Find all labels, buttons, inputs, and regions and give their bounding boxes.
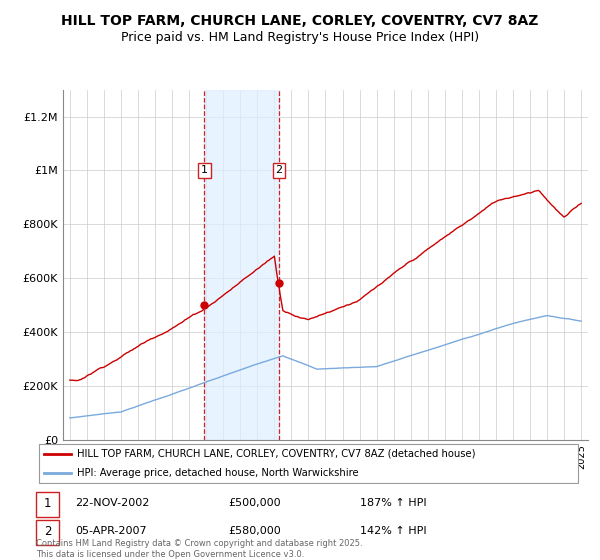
Bar <box>205 90 279 440</box>
Text: HILL TOP FARM, CHURCH LANE, CORLEY, COVENTRY, CV7 8AZ: HILL TOP FARM, CHURCH LANE, CORLEY, COVE… <box>61 14 539 28</box>
Text: £580,000: £580,000 <box>228 526 281 536</box>
Text: 1: 1 <box>201 165 208 175</box>
Text: Contains HM Land Registry data © Crown copyright and database right 2025.
This d: Contains HM Land Registry data © Crown c… <box>36 539 362 559</box>
Text: 187% ↑ HPI: 187% ↑ HPI <box>360 498 427 508</box>
Text: HPI: Average price, detached house, North Warwickshire: HPI: Average price, detached house, Nort… <box>77 468 359 478</box>
FancyBboxPatch shape <box>39 444 578 483</box>
Text: 2: 2 <box>275 165 283 175</box>
Text: 142% ↑ HPI: 142% ↑ HPI <box>360 526 427 536</box>
Text: Price paid vs. HM Land Registry's House Price Index (HPI): Price paid vs. HM Land Registry's House … <box>121 31 479 44</box>
Text: 22-NOV-2002: 22-NOV-2002 <box>75 498 149 508</box>
Text: 2: 2 <box>44 525 51 538</box>
Text: HILL TOP FARM, CHURCH LANE, CORLEY, COVENTRY, CV7 8AZ (detached house): HILL TOP FARM, CHURCH LANE, CORLEY, COVE… <box>77 449 475 459</box>
Text: £500,000: £500,000 <box>228 498 281 508</box>
Text: 1: 1 <box>44 497 51 510</box>
Text: 05-APR-2007: 05-APR-2007 <box>75 526 146 536</box>
